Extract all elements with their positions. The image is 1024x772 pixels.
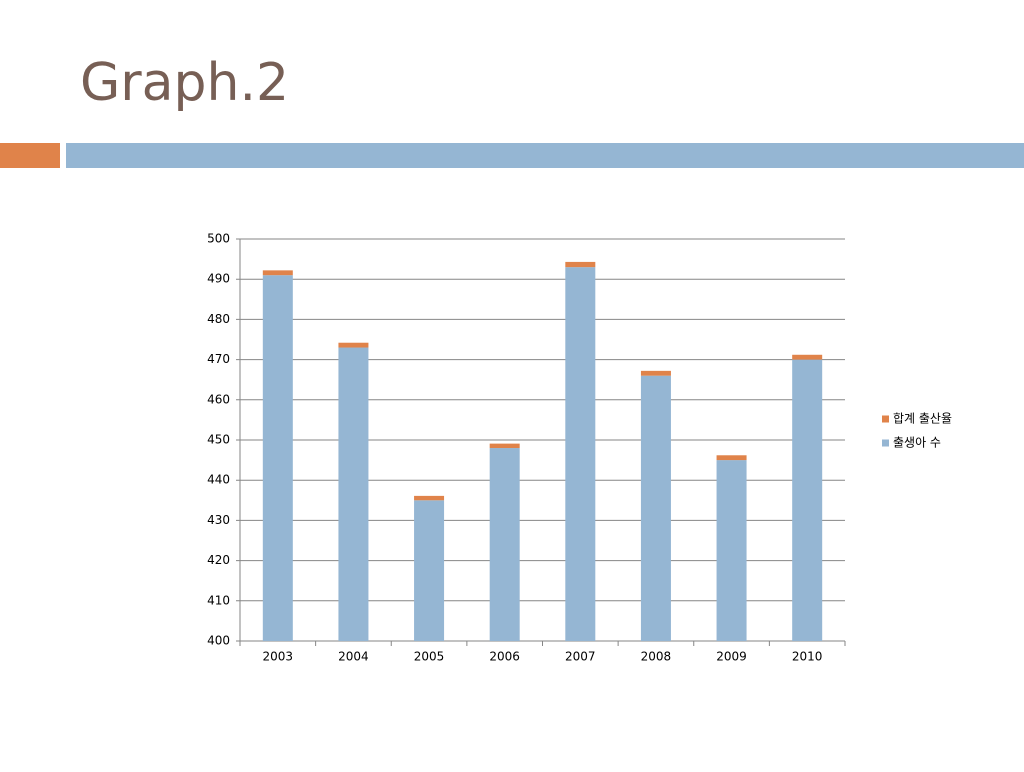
y-tick-label: 490 bbox=[207, 272, 230, 286]
accent-bar bbox=[0, 143, 60, 168]
chart: 400 410 420 430 440 450 460 470 480 490 500 2003 200… bbox=[207, 232, 952, 664]
bar-segment bbox=[262, 270, 293, 276]
slide-title: Graph.2 bbox=[80, 53, 289, 113]
bar-segment bbox=[338, 342, 369, 348]
bar-segment bbox=[565, 261, 596, 268]
x-tick-label: 2009 bbox=[716, 650, 747, 664]
legend-label: 출생아 수 bbox=[893, 436, 941, 450]
y-tick-label: 460 bbox=[207, 392, 230, 406]
x-tick-label: 2007 bbox=[565, 650, 596, 664]
bar-segment bbox=[716, 455, 747, 461]
x-tick-label: 2004 bbox=[338, 650, 369, 664]
y-tick-label: 470 bbox=[207, 352, 230, 366]
legend-label: 합계 출산율 bbox=[893, 412, 952, 426]
bar-segment bbox=[338, 347, 369, 641]
y-tick-label: 500 bbox=[207, 232, 230, 246]
bar-segment bbox=[792, 354, 823, 360]
bar-segment bbox=[262, 275, 293, 641]
x-tick-label: 2003 bbox=[263, 650, 294, 664]
bar-segment bbox=[489, 443, 520, 449]
y-tick-label: 440 bbox=[207, 473, 230, 487]
bar-segment bbox=[792, 359, 823, 641]
x-tick-label: 2010 bbox=[792, 650, 823, 664]
y-tick-label: 480 bbox=[207, 312, 230, 326]
y-tick-label: 430 bbox=[207, 513, 230, 527]
header-bar bbox=[66, 143, 1024, 168]
bar-segment bbox=[414, 495, 445, 501]
y-tick-label: 420 bbox=[207, 553, 230, 567]
y-tick-label: 450 bbox=[207, 433, 230, 447]
legend-swatch bbox=[882, 439, 889, 447]
bar-segment bbox=[414, 500, 445, 641]
x-tick-label: 2005 bbox=[414, 650, 445, 664]
y-tick-label: 400 bbox=[207, 634, 230, 648]
x-tick-label: 2008 bbox=[641, 650, 672, 664]
bar-segment bbox=[640, 375, 671, 641]
bar-segment bbox=[565, 267, 596, 641]
y-tick-label: 410 bbox=[207, 593, 230, 607]
legend-swatch bbox=[882, 415, 889, 423]
bar-segment bbox=[716, 460, 747, 641]
bar-segment bbox=[640, 370, 671, 376]
bar-segment bbox=[489, 448, 520, 641]
x-tick-label: 2006 bbox=[489, 650, 520, 664]
